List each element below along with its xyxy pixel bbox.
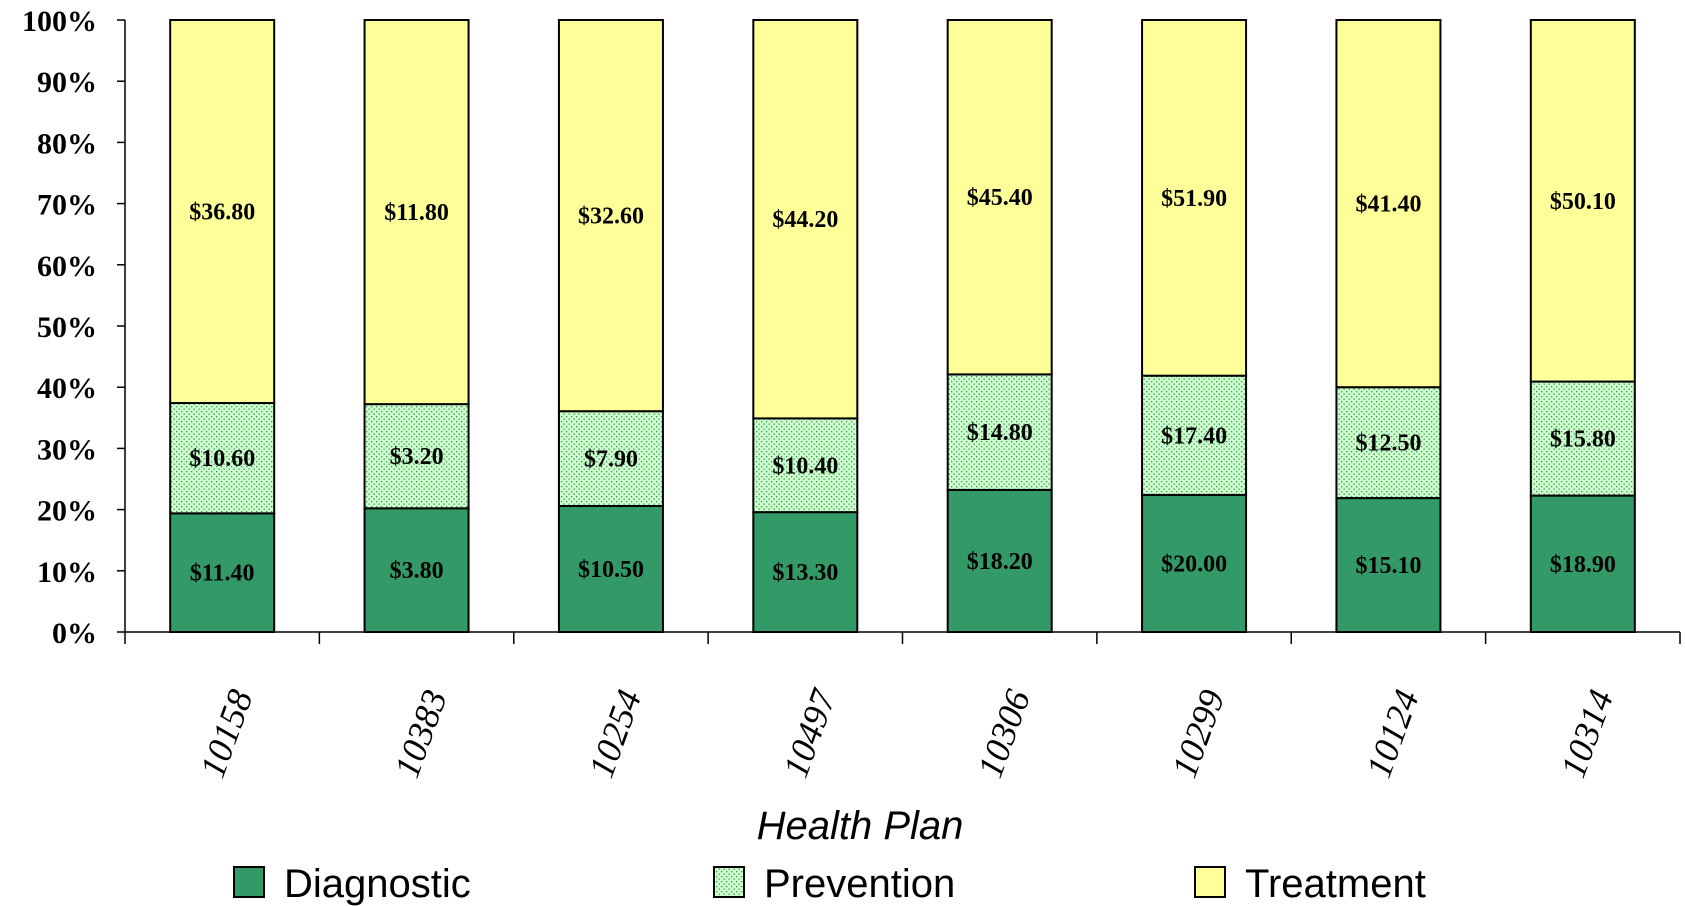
- x-tick-label-10124: 10124: [1358, 684, 1426, 782]
- bar-segment-diagnostic-10299: [1141, 493, 1248, 633]
- x-axis: 10158 10383 10254 10497 10306 10299 10124 10314: [124, 631, 1681, 783]
- bar-segment-prevention-10124: [1335, 386, 1442, 500]
- data-label-prevention-10497: $10.40: [772, 453, 838, 479]
- bar-segment-treatment-10314: [1529, 19, 1636, 383]
- bar-segment-diagnostic-10383: [363, 507, 470, 634]
- bar-segment-treatment-10254: [557, 19, 664, 413]
- bar-segment-treatment-10299: [1141, 19, 1248, 377]
- data-label-prevention-10314: $15.80: [1550, 427, 1616, 453]
- x-tick-label-10254: 10254: [581, 684, 649, 782]
- bar-segment-treatment-10158: [169, 19, 276, 405]
- bar-segment-prevention-10299: [1141, 374, 1248, 496]
- y-tick-label: 60%: [37, 250, 97, 283]
- data-label-prevention-10383: $3.20: [390, 444, 444, 470]
- data-label-diagnostic-10497: $13.30: [772, 560, 838, 586]
- data-label-treatment-10299: $51.90: [1161, 186, 1227, 212]
- data-label-treatment-10306: $45.40: [967, 185, 1033, 211]
- data-label-diagnostic-10124: $15.10: [1355, 553, 1421, 579]
- data-label-prevention-10124: $12.50: [1355, 431, 1421, 457]
- bar-segment-diagnostic-10124: [1335, 497, 1442, 634]
- legend-swatch-treatment: [1194, 866, 1226, 898]
- data-label-diagnostic-10314: $18.90: [1550, 552, 1616, 578]
- y-tick-label: 0%: [52, 617, 97, 650]
- x-tick-label-10306: 10306: [970, 684, 1038, 782]
- data-label-treatment-10254: $32.60: [578, 204, 644, 230]
- data-label-prevention-10306: $14.80: [967, 420, 1033, 446]
- bar-segment-prevention-10158: [169, 402, 276, 515]
- data-label-prevention-10158: $10.60: [189, 446, 255, 472]
- legend-label-prevention: Prevention: [764, 862, 955, 906]
- legend-label-treatment: Treatment: [1245, 862, 1426, 906]
- bar-segment-treatment-10124: [1335, 19, 1442, 389]
- bar-segment-diagnostic-10158: [169, 512, 276, 633]
- bar-segment-diagnostic-10497: [752, 511, 859, 634]
- x-tick-label-10314: 10314: [1553, 684, 1621, 782]
- y-tick-label: 40%: [37, 372, 97, 405]
- data-label-diagnostic-10158: $11.40: [190, 561, 255, 587]
- data-label-treatment-10158: $36.80: [189, 200, 255, 226]
- legend-swatch-diagnostic: [233, 866, 265, 898]
- y-tick-label: 90%: [37, 66, 97, 99]
- data-label-treatment-10497: $44.20: [772, 207, 838, 233]
- y-tick-label: 50%: [37, 311, 97, 344]
- y-tick-label: 100%: [22, 5, 97, 38]
- data-label-treatment-10314: $50.10: [1550, 189, 1616, 215]
- bar-segment-prevention-10254: [557, 410, 664, 508]
- bar-segment-prevention-10497: [752, 417, 859, 514]
- bar-segment-prevention-10383: [363, 403, 470, 510]
- x-tick-label-10299: 10299: [1164, 684, 1232, 782]
- x-axis-title: Health Plan: [757, 804, 964, 848]
- legend: Diagnostic Prevention Treatment: [233, 862, 1426, 906]
- data-label-prevention-10299: $17.40: [1161, 423, 1227, 449]
- data-label-diagnostic-10306: $18.20: [967, 549, 1033, 575]
- data-label-diagnostic-10299: $20.00: [1161, 551, 1227, 577]
- data-label-prevention-10254: $7.90: [584, 447, 638, 473]
- y-axis: 0% 10% 20% 30% 40% 50% 60% 70% 80% 90% 100%: [22, 5, 126, 650]
- y-tick-label: 70%: [37, 189, 97, 222]
- x-tick-label-10383: 10383: [386, 684, 454, 782]
- y-tick-label: 10%: [37, 556, 97, 589]
- bar-segment-treatment-10497: [752, 19, 859, 420]
- data-label-diagnostic-10383: $3.80: [390, 558, 444, 584]
- bar-segment-treatment-10306: [946, 19, 1053, 376]
- x-tick-label-10158: 10158: [192, 684, 260, 782]
- plot-area: $11.40 $10.60 $36.80 $3.80 $3.20 $11.80 $10.50…: [169, 19, 1636, 634]
- legend-label-diagnostic: Diagnostic: [284, 862, 471, 906]
- y-tick-label: 80%: [37, 127, 97, 160]
- x-tick-label-10497: 10497: [775, 683, 844, 783]
- data-label-treatment-10383: $11.80: [384, 200, 449, 226]
- bar-segment-treatment-10383: [363, 19, 470, 406]
- legend-swatch-prevention: [713, 866, 745, 898]
- data-label-diagnostic-10254: $10.50: [578, 557, 644, 583]
- bar-segment-prevention-10314: [1529, 380, 1636, 497]
- y-tick-label: 30%: [37, 433, 97, 466]
- y-tick-label: 20%: [37, 495, 97, 528]
- data-label-treatment-10124: $41.40: [1355, 192, 1421, 218]
